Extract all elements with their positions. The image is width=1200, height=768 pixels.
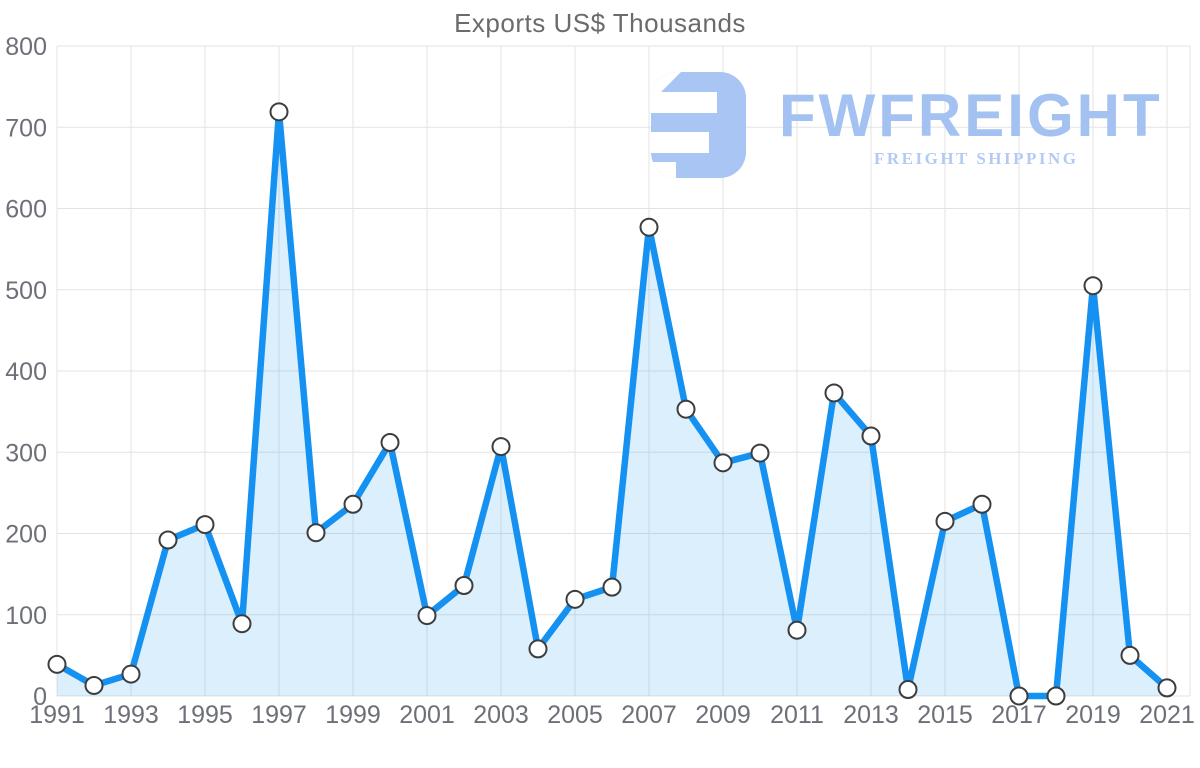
chart-title: Exports US$ Thousands (454, 8, 746, 38)
data-point-2020 (1120, 645, 1140, 665)
data-point-1991 (47, 654, 67, 674)
data-point-2019 (1083, 276, 1103, 296)
data-point-1998 (306, 523, 326, 543)
data-point-2001 (417, 606, 437, 626)
data-point-2021 (1157, 678, 1177, 698)
y-tick-label: 300 (5, 439, 47, 467)
data-point-2016 (972, 494, 992, 514)
data-point-2004 (528, 639, 548, 659)
gridlines (56, 45, 1191, 697)
x-tick-label: 2021 (1139, 701, 1195, 729)
x-tick-label: 2005 (547, 701, 603, 729)
y-tick-label: 500 (5, 277, 47, 305)
data-point-2005 (565, 589, 585, 609)
x-tick-label: 2007 (621, 701, 677, 729)
y-tick-label: 100 (5, 602, 47, 630)
data-point-2000 (380, 433, 400, 452)
y-tick-label: 700 (5, 114, 47, 142)
data-point-2009 (713, 453, 733, 473)
x-tick-label: 2001 (399, 701, 455, 729)
data-point-1999 (343, 494, 363, 514)
data-point-2014 (898, 680, 918, 699)
data-point-2012 (824, 383, 844, 403)
y-axis-labels: 0 100 200 300 400 500 600 700 800 (5, 33, 47, 711)
y-tick-label: 400 (5, 358, 47, 386)
y-tick-label: 800 (5, 33, 47, 61)
x-axis-labels: 1991 1993 1995 1997 1999 2001 2003 2005 2007 2009… (29, 701, 1195, 729)
data-point-2013 (861, 426, 881, 446)
x-tick-label: 2009 (695, 701, 751, 729)
x-tick-label: 1991 (29, 701, 85, 729)
data-point-1994 (158, 530, 178, 550)
data-point-1995 (195, 515, 215, 535)
data-point-2002 (454, 576, 474, 595)
data-point-2003 (491, 437, 511, 457)
y-tick-label: 0 (33, 683, 47, 711)
x-tick-label: 2013 (843, 701, 899, 729)
x-tick-label: 1999 (325, 701, 381, 729)
x-tick-label: 2015 (917, 701, 973, 729)
data-point-2017 (1009, 686, 1029, 706)
x-tick-label: 2003 (473, 701, 529, 729)
x-tick-label: 1995 (177, 701, 233, 729)
data-point-2011 (787, 620, 807, 640)
data-point-2007 (639, 217, 659, 237)
x-tick-label: 2017 (991, 701, 1047, 729)
data-point-2008 (676, 399, 696, 419)
series-area (57, 111, 1167, 696)
x-tick-label: 2011 (770, 701, 824, 729)
data-point-2006 (602, 577, 622, 597)
x-tick-label: 1993 (103, 701, 159, 729)
y-tick-label: 200 (5, 521, 47, 549)
y-tick-label: 600 (5, 196, 47, 224)
data-point-1993 (121, 664, 141, 684)
data-point-markers (47, 102, 1177, 706)
data-point-2018 (1046, 686, 1066, 706)
x-tick-label: 1997 (251, 701, 307, 729)
x-tick-label: 2019 (1065, 701, 1121, 729)
data-point-2010 (750, 443, 770, 463)
data-point-2015 (935, 511, 955, 531)
data-point-1996 (232, 614, 252, 634)
data-point-1997 (269, 102, 289, 122)
data-point-1992 (84, 675, 104, 695)
area-fill (57, 111, 1167, 696)
